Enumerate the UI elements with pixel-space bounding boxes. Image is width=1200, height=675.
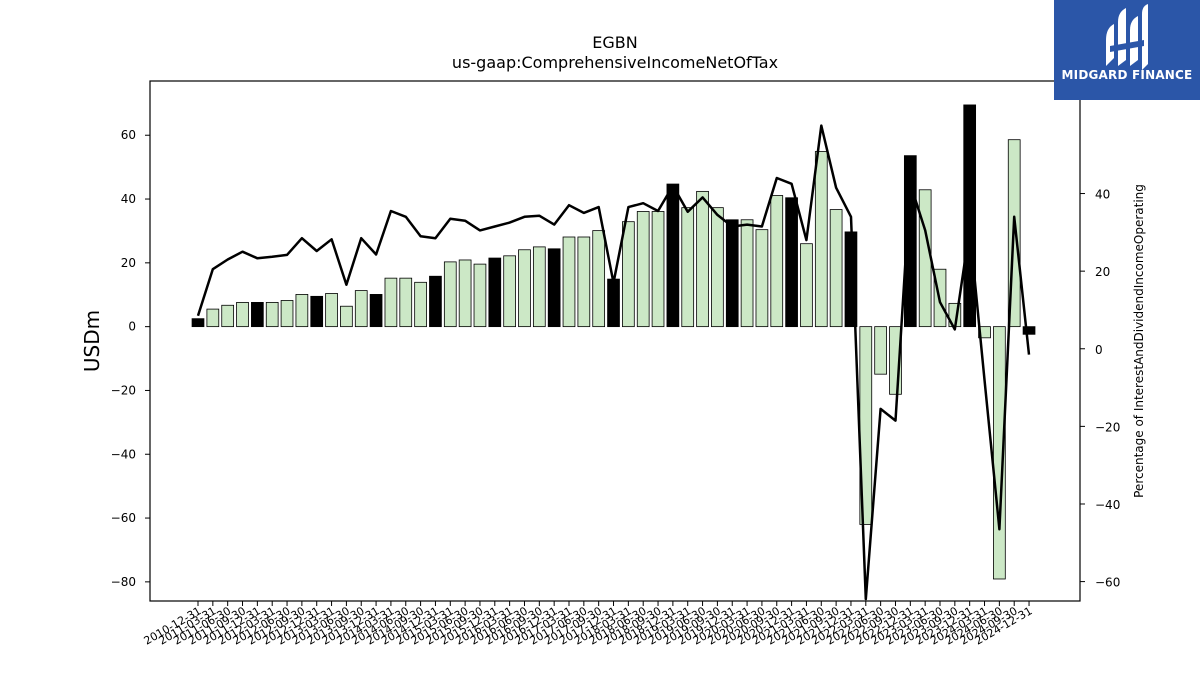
bar-2016-12-31 bbox=[547, 248, 561, 328]
bar-2017-09-30 bbox=[592, 230, 606, 328]
y2-axis: −60 −40 −20 0 20 40 bbox=[1080, 188, 1120, 590]
y-tick-label: −40 bbox=[111, 447, 136, 461]
bar-2014-12-31 bbox=[429, 275, 442, 328]
bar-2024-06-30 bbox=[993, 326, 1006, 580]
bar-2021-03-31 bbox=[800, 243, 813, 328]
bar-2012-12-31 bbox=[310, 295, 324, 328]
bar-2019-06-30 bbox=[696, 190, 709, 328]
series-line bbox=[196, 124, 1031, 601]
chart-subtitle: us-gaap:ComprehensiveIncomeNetOfTax bbox=[452, 53, 778, 72]
y-tick-label: 40 bbox=[121, 192, 136, 206]
y-tick-label: −20 bbox=[111, 383, 136, 397]
y-axis: −80 −60 −40 −20 0 20 40 60 bbox=[111, 128, 150, 589]
bar-2011-03-31 bbox=[206, 308, 220, 328]
bar-2016-06-30 bbox=[518, 249, 531, 328]
bar-2019-03-31 bbox=[681, 207, 695, 328]
logo-mark-icon bbox=[1106, 4, 1148, 70]
bar-2022-06-30 bbox=[874, 326, 887, 375]
y-tick-label: 20 bbox=[121, 256, 136, 270]
y2-axis-label: Percentage of InterestAndDividendIncomeO… bbox=[1132, 184, 1146, 498]
bar-2015-09-30 bbox=[473, 263, 487, 328]
plot-frame bbox=[149, 80, 1081, 602]
x-axis: 2010-12-312011-03-312011-06-302011-09-30… bbox=[142, 601, 1035, 648]
bar-2011-09-30 bbox=[236, 301, 249, 328]
bar-2011-12-31 bbox=[251, 301, 264, 328]
bar-2018-03-31 bbox=[622, 221, 635, 328]
bar-2018-12-31 bbox=[666, 183, 680, 328]
bar-2019-12-31 bbox=[725, 219, 739, 328]
bar-2012-09-30 bbox=[295, 294, 309, 328]
bar-2023-03-31 bbox=[918, 189, 932, 328]
bar-2017-12-31 bbox=[607, 278, 620, 328]
y2-tick-label: 0 bbox=[1095, 343, 1103, 357]
bar-2023-12-31 bbox=[963, 104, 977, 328]
brand-name: MIDGARD FINANCE bbox=[1061, 68, 1193, 82]
bar-2014-09-30 bbox=[414, 281, 427, 328]
y2-tick-label: 40 bbox=[1095, 188, 1110, 202]
bar-2012-03-31 bbox=[265, 301, 279, 328]
bar-2022-09-30 bbox=[889, 326, 902, 395]
bar-2013-09-30 bbox=[354, 290, 368, 328]
bar-2013-06-30 bbox=[340, 305, 353, 328]
y2-tick-label: 20 bbox=[1095, 265, 1110, 279]
y-tick-label: −60 bbox=[111, 511, 136, 525]
bar-2015-12-31 bbox=[488, 257, 502, 328]
y-tick-label: −80 bbox=[111, 575, 136, 589]
bar-2020-09-30 bbox=[770, 195, 784, 328]
bar-2024-03-31 bbox=[978, 326, 991, 339]
chart-title: EGBN bbox=[592, 33, 637, 52]
y2-tick-label: −20 bbox=[1095, 420, 1120, 434]
bar-2021-09-30 bbox=[829, 209, 843, 328]
bar-2015-06-30 bbox=[458, 259, 472, 328]
bars bbox=[191, 104, 1036, 580]
bar-2011-06-30 bbox=[221, 304, 235, 328]
y-axis-label: USDm bbox=[80, 310, 104, 372]
y-tick-label: 0 bbox=[128, 320, 136, 334]
bar-2013-03-31 bbox=[325, 293, 338, 328]
bar-2020-12-31 bbox=[785, 197, 798, 328]
y2-tick-label: −40 bbox=[1095, 498, 1120, 512]
bar-2013-12-31 bbox=[369, 294, 383, 328]
bar-2015-03-31 bbox=[443, 261, 457, 328]
bar-2016-03-31 bbox=[503, 255, 516, 328]
bar-2020-03-31 bbox=[740, 219, 754, 328]
bar-2010-12-31 bbox=[191, 318, 205, 328]
brand-logo: MIDGARD FINANCE bbox=[1054, 0, 1200, 100]
y-tick-label: 60 bbox=[121, 128, 136, 142]
bar-2024-12-31 bbox=[1022, 326, 1036, 335]
bar-2019-09-30 bbox=[711, 207, 724, 328]
bar-2018-06-30 bbox=[636, 211, 650, 328]
bar-2016-09-30 bbox=[532, 246, 546, 328]
bar-2018-09-30 bbox=[651, 211, 665, 328]
y2-tick-label: −60 bbox=[1095, 576, 1120, 590]
bar-2020-06-30 bbox=[755, 229, 769, 328]
bar-2017-06-30 bbox=[577, 236, 591, 328]
bar-2021-06-30 bbox=[814, 151, 828, 328]
bar-2014-03-31 bbox=[384, 277, 398, 328]
bar-2022-12-31 bbox=[903, 155, 917, 328]
bar-2014-06-30 bbox=[399, 277, 413, 328]
bar-2017-03-31 bbox=[562, 236, 576, 328]
bar-2012-06-30 bbox=[280, 300, 294, 328]
